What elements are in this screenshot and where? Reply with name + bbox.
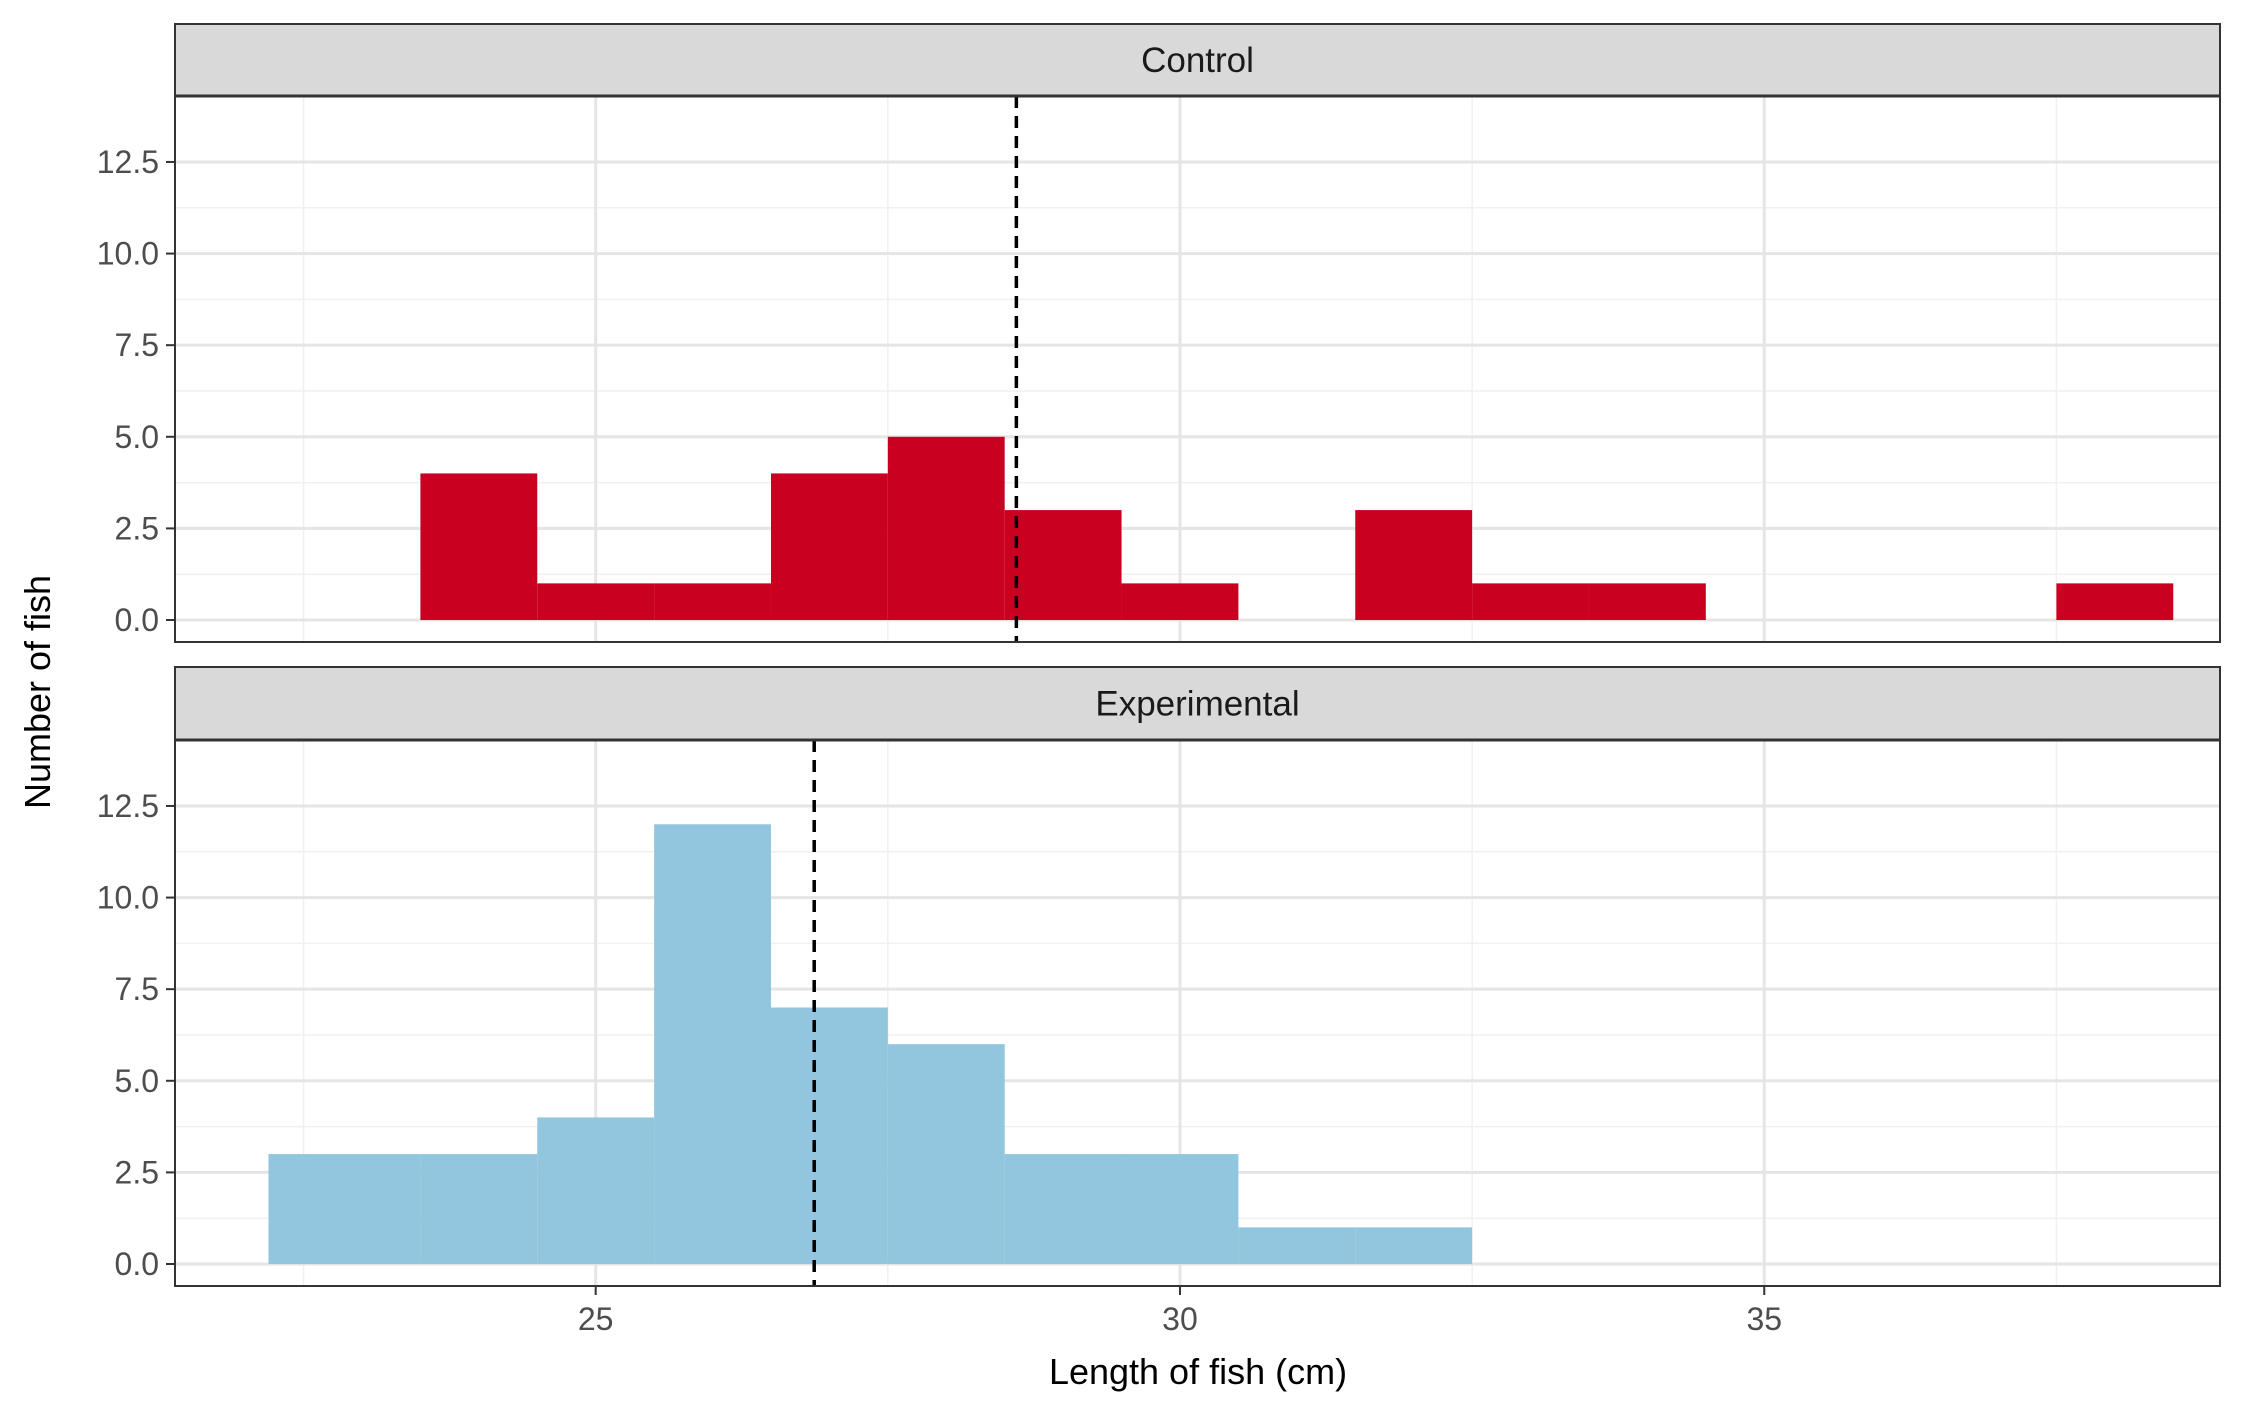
y-tick-label: 2.5	[115, 510, 159, 546]
histogram-bar	[887, 436, 1005, 621]
histogram-bar	[654, 824, 771, 1265]
y-tick-label: 7.5	[115, 327, 159, 363]
panels-layer: Control 0.0 2.5 5.0 7.5 10.0 12.5 Experimental 0…	[97, 23, 2221, 1337]
histogram-bar	[1121, 1154, 1239, 1265]
panel-control: Control 0.0 2.5 5.0 7.5 10.0 12.5	[97, 23, 2221, 643]
y-tick-label: 5.0	[115, 1063, 159, 1099]
facet-strip-label: Control	[1141, 41, 1254, 80]
histogram-bar	[1588, 583, 1706, 621]
y-tick-label: 12.5	[97, 144, 159, 180]
histogram-bar	[420, 473, 538, 621]
y-tick-label: 10.0	[97, 880, 159, 916]
histogram-bar	[1355, 510, 1473, 621]
y-tick-label: 0.0	[115, 602, 159, 638]
histogram-bar	[654, 583, 771, 621]
histogram-bar	[1355, 1227, 1473, 1265]
facet-strip	[174, 666, 2221, 741]
facet-strip-label: Experimental	[1095, 685, 1299, 724]
histogram-bar	[1004, 1154, 1122, 1265]
histogram-bar	[1004, 510, 1122, 621]
y-tick-label: 5.0	[115, 419, 159, 455]
histogram-bar	[2056, 583, 2174, 621]
histogram-bar	[268, 1154, 421, 1265]
x-tick-label: 25	[578, 1301, 614, 1337]
histogram-bar	[1238, 1227, 1356, 1265]
histogram-bar	[1472, 583, 1589, 621]
histogram-bar	[537, 583, 655, 621]
histogram-bar	[770, 473, 888, 621]
x-tick-label: 30	[1162, 1301, 1198, 1337]
histogram-bar	[770, 1007, 888, 1265]
histogram-bar	[1121, 583, 1239, 621]
y-tick-label: 12.5	[97, 788, 159, 824]
x-axis-title: Length of fish (cm)	[1049, 1351, 1347, 1392]
facet-strip	[174, 23, 2221, 97]
x-tick-label: 35	[1746, 1301, 1782, 1337]
histogram-bar	[537, 1117, 655, 1265]
y-axis-title: Number of fish	[17, 575, 58, 809]
panel-experimental: Experimental 0.0 2.5 5.0 7.5 10.0 12.5 25 30 35	[97, 666, 2221, 1337]
y-tick-label: 7.5	[115, 971, 159, 1007]
y-tick-label: 10.0	[97, 236, 159, 272]
histogram-bar	[887, 1044, 1005, 1265]
y-tick-label: 2.5	[115, 1154, 159, 1190]
histogram-bar	[420, 1154, 538, 1265]
y-tick-label: 0.0	[115, 1246, 159, 1282]
